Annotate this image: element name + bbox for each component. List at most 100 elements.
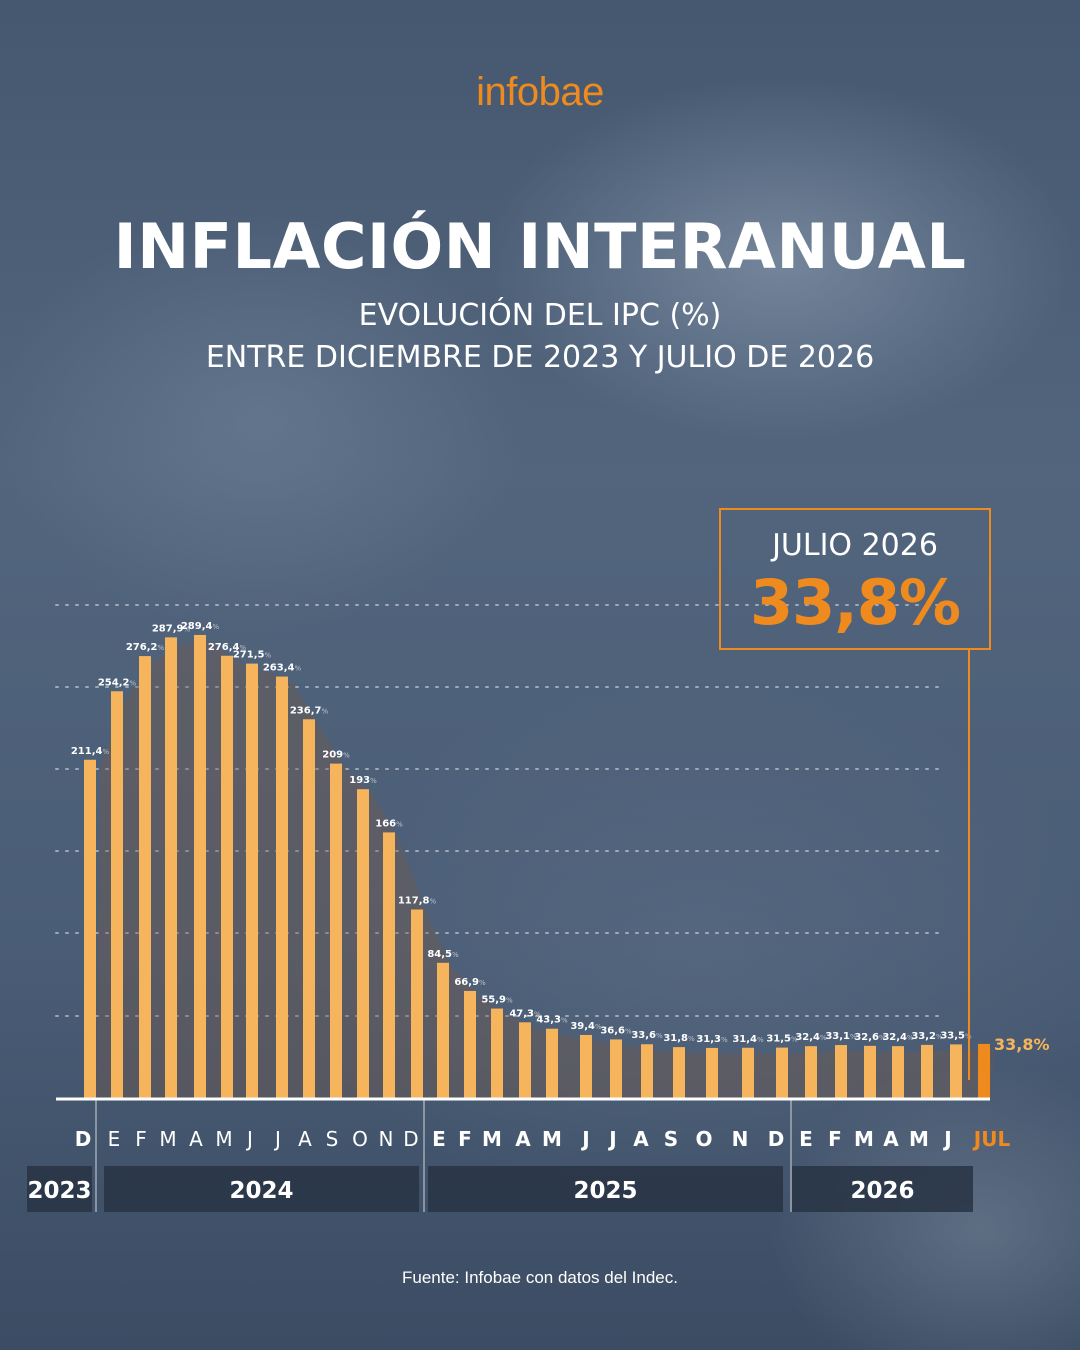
source-note: Fuente: Infobae con datos del Indec. <box>402 1268 678 1287</box>
bar <box>776 1047 788 1098</box>
bar <box>610 1039 622 1098</box>
month-label: S <box>326 1127 339 1151</box>
callout-label: JULIO 2026 <box>772 528 938 563</box>
bar <box>437 962 449 1098</box>
data-label: 263,4% <box>263 663 302 674</box>
bar <box>864 1045 876 1098</box>
bar <box>330 763 342 1098</box>
data-label: 276,2% <box>126 642 165 653</box>
month-label: D <box>75 1127 92 1151</box>
bar <box>276 676 288 1098</box>
data-label: 211,4% <box>71 746 110 757</box>
bar <box>111 691 123 1098</box>
callout-value: 33,8% <box>749 566 961 639</box>
page-title: INFLACIÓN INTERANUAL <box>113 210 967 283</box>
bar <box>706 1047 718 1098</box>
bar-shadow-area <box>96 640 994 1098</box>
data-label: 55,9% <box>481 995 513 1006</box>
data-label: 254,2% <box>98 677 137 688</box>
month-label: O <box>695 1127 712 1151</box>
subtitle-line-1: EVOLUCIÓN DEL IPC (%) <box>358 298 722 333</box>
month-label: J <box>245 1127 253 1151</box>
bar <box>519 1022 531 1098</box>
month-label: N <box>732 1127 749 1151</box>
bar <box>221 655 233 1098</box>
data-label: 33,5% <box>940 1030 972 1041</box>
data-label: 32,4% <box>795 1032 827 1043</box>
month-label: J <box>607 1127 616 1151</box>
month-label: M <box>159 1127 176 1151</box>
bar <box>165 637 177 1098</box>
bar <box>491 1008 503 1098</box>
data-label: 31,4% <box>732 1034 764 1045</box>
subtitle-line-2: ENTRE DICIEMBRE DE 2023 Y JULIO DE 2026 <box>205 340 875 375</box>
bar <box>464 990 476 1098</box>
month-label: D <box>403 1127 418 1151</box>
month-label: A <box>189 1127 203 1151</box>
bar <box>673 1047 685 1098</box>
bar <box>921 1044 933 1098</box>
bar <box>835 1045 847 1098</box>
month-label: M <box>854 1127 874 1151</box>
data-label: 193% <box>349 775 377 786</box>
year-band <box>104 1166 419 1212</box>
data-label: 47,3% <box>509 1008 541 1019</box>
bar <box>641 1044 653 1098</box>
data-label: 271,5% <box>233 650 272 661</box>
data-label: 36,6% <box>600 1025 632 1036</box>
highlight-callout: JULIO 2026 33,8% <box>719 508 991 650</box>
bar <box>978 1043 990 1098</box>
month-label: A <box>633 1127 649 1151</box>
data-label: 117,8% <box>398 896 437 907</box>
month-label: O <box>352 1127 368 1151</box>
month-label: E <box>108 1127 121 1151</box>
year-band <box>792 1166 973 1212</box>
data-label: 276,4% <box>208 642 247 653</box>
month-label: M <box>909 1127 929 1151</box>
bar <box>742 1047 754 1098</box>
bar <box>892 1046 904 1098</box>
data-label: 31,8% <box>663 1033 695 1044</box>
bar <box>357 789 369 1098</box>
month-label: J <box>273 1127 281 1151</box>
bar <box>950 1044 962 1098</box>
bar <box>84 759 96 1098</box>
data-label: 166% <box>375 818 403 829</box>
data-label: 84,5% <box>427 949 459 960</box>
month-label: J <box>942 1127 951 1151</box>
data-label: 32,6% <box>854 1032 886 1043</box>
month-label: JUL <box>972 1127 1011 1151</box>
month-label: D <box>768 1127 785 1151</box>
data-label: 33,8% <box>994 1035 1050 1054</box>
bar <box>546 1028 558 1098</box>
month-label: A <box>883 1127 899 1151</box>
month-label: A <box>515 1127 531 1151</box>
data-label: 43,3% <box>536 1015 568 1026</box>
bar <box>303 719 315 1098</box>
month-label: M <box>482 1127 502 1151</box>
bar <box>246 663 258 1098</box>
year-band <box>428 1166 783 1212</box>
month-label: F <box>828 1127 842 1151</box>
month-label: E <box>799 1127 813 1151</box>
data-label: 32,4% <box>882 1032 914 1043</box>
bar <box>580 1034 592 1098</box>
month-label: A <box>298 1127 312 1151</box>
bar <box>805 1046 817 1098</box>
month-label: E <box>432 1127 446 1151</box>
month-label: N <box>379 1127 394 1151</box>
month-label: F <box>135 1127 147 1151</box>
data-label: 236,7% <box>290 705 329 716</box>
month-label: M <box>542 1127 562 1151</box>
year-label: 2026 <box>850 1178 914 1204</box>
data-label: 39,4% <box>570 1021 602 1032</box>
year-label: 2024 <box>229 1178 293 1204</box>
year-label: 2023 <box>27 1178 91 1204</box>
month-label: S <box>664 1127 678 1151</box>
data-label: 33,2% <box>911 1031 943 1042</box>
data-label: 209% <box>322 750 350 761</box>
bar <box>411 909 423 1098</box>
data-label: 33,6% <box>631 1030 663 1041</box>
data-label: 31,5% <box>766 1034 798 1045</box>
